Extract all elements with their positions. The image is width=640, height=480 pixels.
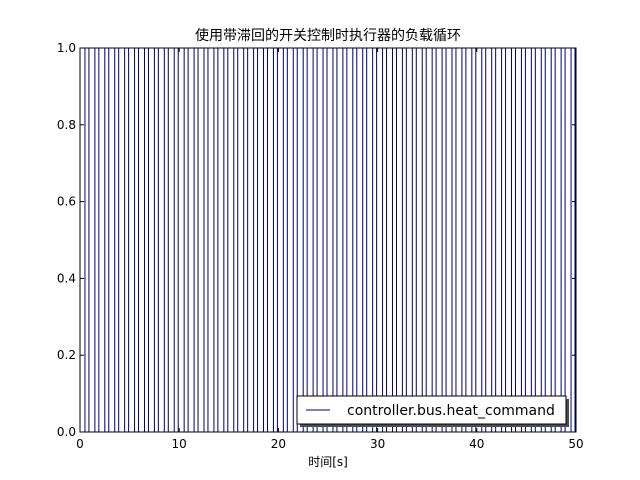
x-axis-label: 时间[s] <box>308 455 348 469</box>
series-line-0 <box>80 47 576 433</box>
x-tick-label: 0 <box>76 437 84 451</box>
plot-area <box>80 47 576 433</box>
axes-frame <box>79 47 577 433</box>
y-tick-label: 1.0 <box>57 41 76 55</box>
x-tick-label: 50 <box>568 437 583 451</box>
y-tick-label: 0.6 <box>57 195 76 209</box>
x-tick-label: 20 <box>271 437 286 451</box>
legend: controller.bus.heat_command <box>296 395 569 427</box>
x-tick-label: 10 <box>172 437 187 451</box>
x-tick-label: 30 <box>370 437 385 451</box>
x-tick-label: 40 <box>469 437 484 451</box>
y-tick-label: 0.0 <box>57 425 76 439</box>
y-tick-label: 0.4 <box>57 271 76 285</box>
chart-title: 使用带滞回的开关控制时执行器的负载循环 <box>195 27 461 44</box>
y-tick-label: 0.8 <box>57 118 76 132</box>
y-tick-label: 0.2 <box>57 348 76 362</box>
legend-series-label: controller.bus.heat_command <box>347 403 555 419</box>
ticks: 0 10 20 30 40 50 0.0 0.2 0.4 0.6 0.8 1.0 <box>57 41 584 451</box>
legend-box <box>296 395 567 425</box>
